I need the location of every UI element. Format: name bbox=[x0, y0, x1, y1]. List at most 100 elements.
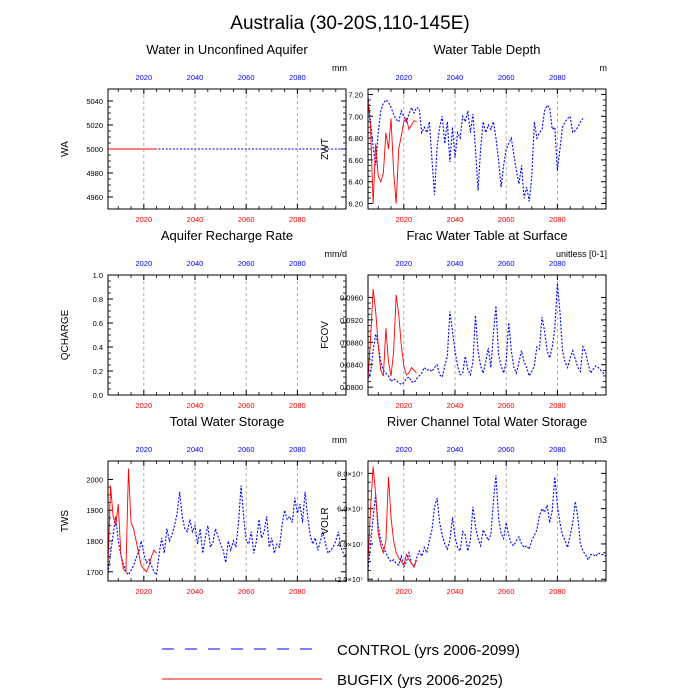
plot-frame bbox=[107, 274, 347, 396]
x-tick-label-top: 2020 bbox=[135, 73, 152, 82]
x-tick-label-top: 2020 bbox=[395, 445, 412, 454]
y-tick-label: 6.0×10⁷ bbox=[337, 505, 363, 514]
x-tick-label-top: 2080 bbox=[549, 445, 566, 454]
x-tick-label-bottom: 2020 bbox=[395, 401, 412, 410]
x-tick-label-top: 2040 bbox=[187, 445, 204, 454]
y-tick-label: 0.6 bbox=[93, 319, 103, 328]
y-tick-label: 0.0800 bbox=[340, 383, 363, 392]
panel-title: River Channel Total Water Storage bbox=[387, 414, 587, 429]
x-tick-label-top: 2060 bbox=[498, 73, 515, 82]
legend-control-label: CONTROL (yrs 2006-2099) bbox=[337, 642, 520, 659]
x-tick-label-bottom: 2020 bbox=[135, 401, 152, 410]
x-tick-label-bottom: 2060 bbox=[238, 587, 255, 596]
y-tick-label: 4960 bbox=[86, 193, 103, 202]
y-tick-label: 6.80 bbox=[348, 134, 363, 143]
y-axis-label: TWS bbox=[60, 510, 71, 533]
x-tick-label-bottom: 2080 bbox=[549, 215, 566, 224]
panels-group: Water in Unconfined Aquifer mm WA 2020 2020 2… bbox=[60, 42, 607, 596]
legend: CONTROL (yrs 2006-2099) BUGFIX (yrs 2006… bbox=[162, 642, 520, 689]
y-tick-label: 1900 bbox=[86, 506, 103, 515]
x-tick-label-top: 2060 bbox=[238, 445, 255, 454]
plot-frame bbox=[367, 274, 607, 396]
x-tick-label-bottom: 2040 bbox=[187, 215, 204, 224]
y-tick-label: 4.0×10⁷ bbox=[337, 540, 363, 549]
y-tick-label: 6.60 bbox=[348, 156, 363, 165]
series-bugfix-line bbox=[367, 466, 418, 568]
y-tick-label: 0.2 bbox=[93, 367, 103, 376]
panel-title: Frac Water Table at Surface bbox=[406, 228, 567, 243]
y-tick-label: 2000 bbox=[86, 475, 103, 484]
y-tick-label: 0.0960 bbox=[340, 293, 363, 302]
panel-title: Water Table Depth bbox=[434, 42, 541, 57]
x-tick-label-top: 2020 bbox=[395, 259, 412, 268]
x-tick-label-top: 2080 bbox=[289, 259, 306, 268]
plot-frame bbox=[107, 88, 347, 210]
panel-units: m3 bbox=[594, 435, 607, 445]
plot-frame bbox=[107, 460, 347, 582]
x-tick-label-top: 2060 bbox=[498, 259, 515, 268]
x-tick-label-top: 2060 bbox=[498, 445, 515, 454]
plot-frame bbox=[367, 88, 607, 210]
y-tick-label: 2.0×10⁷ bbox=[337, 575, 363, 584]
y-tick-label: 1800 bbox=[86, 537, 103, 546]
x-tick-label-bottom: 2020 bbox=[135, 215, 152, 224]
plot-frame bbox=[367, 460, 607, 582]
y-tick-label: 4980 bbox=[86, 169, 103, 178]
y-axis-label: QCHARGE bbox=[60, 309, 71, 360]
x-tick-label-bottom: 2060 bbox=[498, 587, 515, 596]
panel-units: mm bbox=[332, 435, 347, 445]
series-control-line bbox=[107, 485, 347, 577]
y-tick-label: 5020 bbox=[86, 121, 103, 130]
x-tick-label-top: 2040 bbox=[447, 73, 464, 82]
y-tick-label: 6.20 bbox=[348, 200, 363, 209]
y-axis-label: WA bbox=[60, 141, 71, 157]
panel-title: Water in Unconfined Aquifer bbox=[146, 42, 308, 57]
panel-title: Total Water Storage bbox=[170, 414, 284, 429]
chart-panel-3: Aquifer Recharge Rate mm/d QCHARGE 2020 2020… bbox=[60, 228, 347, 410]
x-tick-label-bottom: 2060 bbox=[498, 215, 515, 224]
x-tick-label-bottom: 2080 bbox=[289, 401, 306, 410]
x-tick-label-bottom: 2080 bbox=[289, 215, 306, 224]
x-tick-label-top: 2080 bbox=[289, 73, 306, 82]
x-tick-label-top: 2040 bbox=[187, 73, 204, 82]
x-tick-label-top: 2040 bbox=[447, 445, 464, 454]
y-tick-label: 0.0920 bbox=[340, 316, 363, 325]
panel-units: mm/d bbox=[325, 249, 348, 259]
x-tick-label-bottom: 2040 bbox=[187, 401, 204, 410]
y-tick-label: 0.0840 bbox=[340, 361, 363, 370]
figure-title: Australia (30-20S,110-145E) bbox=[230, 13, 469, 34]
series-bugfix-line bbox=[367, 288, 417, 379]
legend-bugfix-label: BUGFIX (yrs 2006-2025) bbox=[337, 672, 503, 689]
chart-panel-4: Frac Water Table at Surface unitless [0-1… bbox=[320, 228, 607, 410]
x-tick-label-top: 2060 bbox=[238, 259, 255, 268]
x-tick-label-bottom: 2020 bbox=[395, 215, 412, 224]
y-tick-label: 8.0×10⁷ bbox=[337, 469, 363, 478]
x-tick-label-top: 2040 bbox=[187, 259, 204, 268]
series-bugfix-line bbox=[107, 468, 157, 573]
x-tick-label-bottom: 2080 bbox=[549, 401, 566, 410]
y-tick-label: 6.40 bbox=[348, 178, 363, 187]
x-tick-label-bottom: 2040 bbox=[447, 587, 464, 596]
y-tick-label: 7.20 bbox=[348, 90, 363, 99]
y-tick-label: 0.8 bbox=[93, 295, 103, 304]
series-control-line bbox=[367, 283, 607, 386]
chart-panel-1: Water in Unconfined Aquifer mm WA 2020 2020 2… bbox=[60, 42, 347, 224]
x-tick-label-top: 2060 bbox=[238, 73, 255, 82]
y-tick-label: 1700 bbox=[86, 568, 103, 577]
series-bugfix-line bbox=[367, 99, 417, 204]
x-tick-label-top: 2080 bbox=[549, 73, 566, 82]
y-tick-label: 0.0 bbox=[93, 391, 103, 400]
x-tick-label-bottom: 2020 bbox=[395, 587, 412, 596]
y-tick-label: 0.0880 bbox=[340, 338, 363, 347]
y-axis-label: VOLR bbox=[320, 507, 331, 534]
x-tick-label-top: 2040 bbox=[447, 259, 464, 268]
y-tick-label: 0.4 bbox=[93, 343, 103, 352]
chart-panel-6: River Channel Total Water Storage m3 VOLR 2… bbox=[320, 414, 607, 596]
panel-units: m bbox=[600, 63, 608, 73]
x-tick-label-bottom: 2020 bbox=[135, 587, 152, 596]
y-tick-label: 5040 bbox=[86, 97, 103, 106]
x-tick-label-bottom: 2080 bbox=[289, 587, 306, 596]
chart-panel-5: Total Water Storage mm TWS 2020 2020 2040 2040… bbox=[60, 414, 347, 596]
series-control-line bbox=[367, 96, 584, 202]
x-tick-label-bottom: 2060 bbox=[238, 401, 255, 410]
